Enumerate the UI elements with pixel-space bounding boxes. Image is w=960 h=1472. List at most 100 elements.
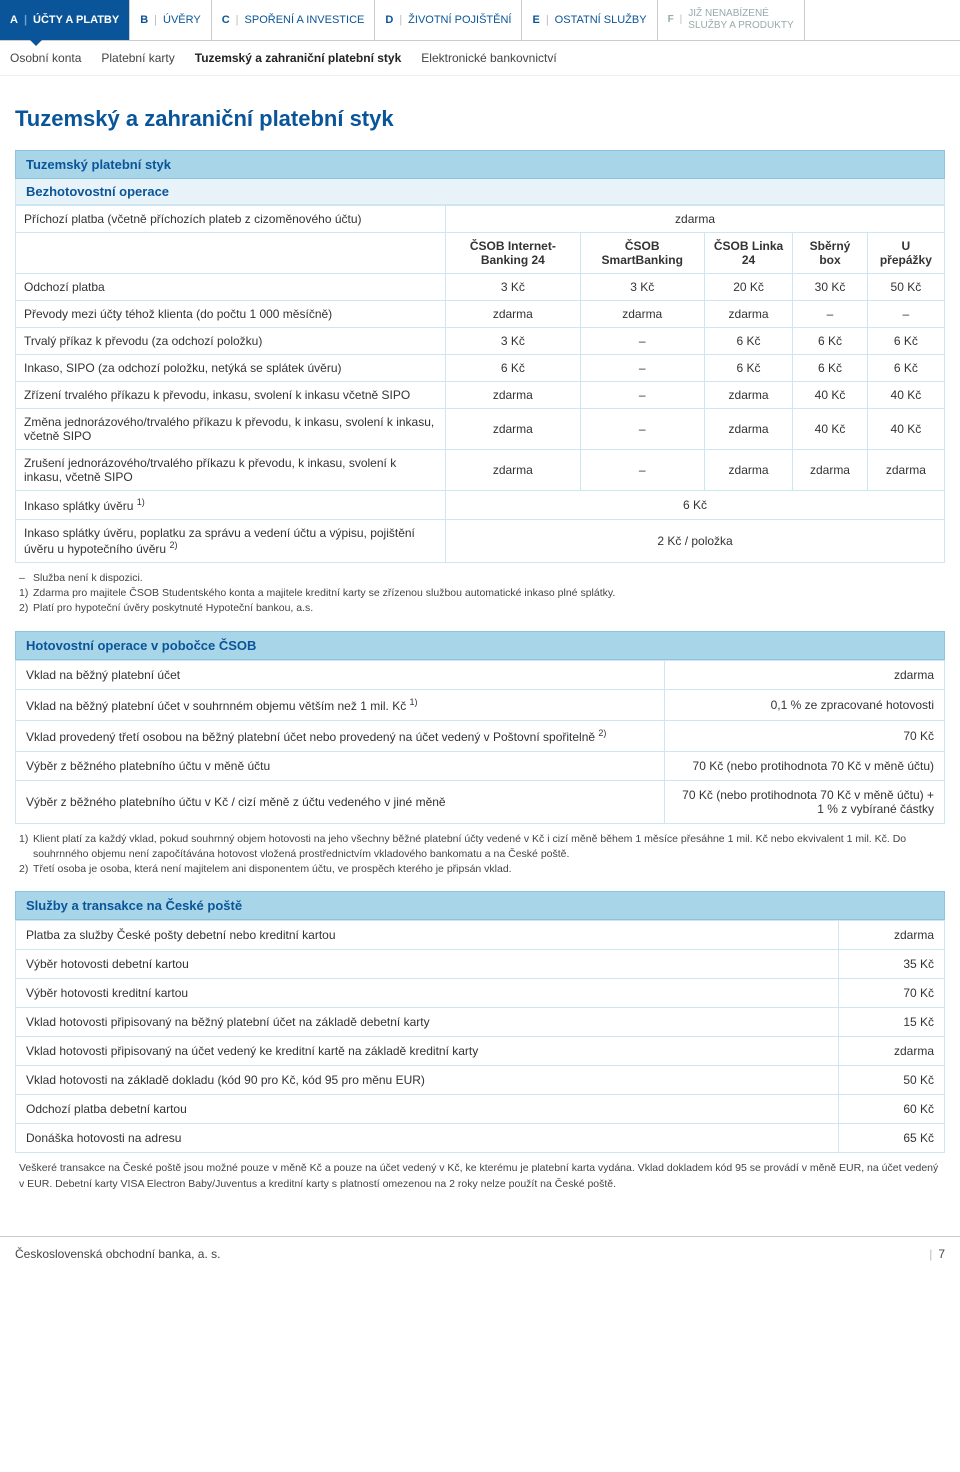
table-cell: zdarma [704,382,792,409]
table-cell: Vklad na běžný platební účet v souhrnném… [16,689,665,720]
subtab[interactable]: Elektronické bankovnictví [421,51,556,65]
table-cell: 40 Kč [867,409,944,450]
table-cell: – [580,450,704,491]
table-cell: 50 Kč [838,1066,944,1095]
table-cell: zdarma [446,450,581,491]
table-cell: – [580,355,704,382]
table-cell: 0,1 % ze zpracované hotovosti [664,689,944,720]
table-cell: – [580,382,704,409]
table-header: U přepážky [867,233,944,274]
hotovostni-table: Vklad na běžný platební účetzdarmaVklad … [15,660,945,824]
section-tuzemsky-header: Tuzemský platební styk [15,150,945,179]
table-cell: 35 Kč [838,950,944,979]
table-cell: 6 Kč [446,355,581,382]
table-cell: 6 Kč [867,355,944,382]
section2-notes: 1)Klient platí za každý vklad, pokud sou… [15,824,945,892]
table-cell: Vklad hotovosti na základě dokladu (kód … [16,1066,839,1095]
table-cell: 6 Kč [704,355,792,382]
bezhotovostni-table: Příchozí platba (včetně příchozích plate… [15,205,945,563]
tab-f[interactable]: F|JIŽ NENABÍZENÉ SLUŽBY A PRODUKTY [658,0,805,40]
table-cell: Donáška hotovosti na adresu [16,1124,839,1153]
table-cell: Výběr z běžného platebního účtu v měně ú… [16,751,665,780]
tab-b[interactable]: B|ÚVĚRY [130,0,212,40]
table-cell: 6 Kč [446,491,945,520]
table-cell: Odchozí platba [16,274,446,301]
page-footer: Československá obchodní banka, a. s. |7 [0,1236,960,1271]
table-cell: 70 Kč [664,720,944,751]
subtab[interactable]: Tuzemský a zahraniční platební styk [195,51,402,65]
section-ceska-posta-header: Služby a transakce na České poště [15,891,945,920]
subtab[interactable]: Platební karty [101,51,174,65]
table-cell: 30 Kč [793,274,868,301]
table-cell: zdarma [793,450,868,491]
tab-a[interactable]: A|ÚČTY A PLATBY [0,0,130,40]
table-cell: Trvalý příkaz k převodu (za odchozí polo… [16,328,446,355]
page-title: Tuzemský a zahraniční platební styk [15,106,945,132]
tab-e[interactable]: E|OSTATNÍ SLUŽBY [522,0,657,40]
table-cell: – [580,409,704,450]
tab-c[interactable]: C|SPOŘENÍ A INVESTICE [212,0,376,40]
table-cell: 3 Kč [580,274,704,301]
table-cell: Převody mezi účty téhož klienta (do počt… [16,301,446,328]
table-cell: – [867,301,944,328]
ceska-posta-table: Platba za služby České pošty debetní neb… [15,920,945,1153]
table-cell: zdarma [446,409,581,450]
table-cell: 2 Kč / položka [446,520,945,563]
footer-company: Československá obchodní banka, a. s. [15,1247,220,1261]
table-cell: 65 Kč [838,1124,944,1153]
table-cell: zdarma [704,301,792,328]
table-cell: 15 Kč [838,1008,944,1037]
table-cell: 6 Kč [793,355,868,382]
table-cell: zdarma [446,301,581,328]
table-cell: Vklad provedený třetí osobou na běžný pl… [16,720,665,751]
table-cell: zdarma [580,301,704,328]
table-cell: Vklad hotovosti připisovaný na běžný pla… [16,1008,839,1037]
note-line: 2)Platí pro hypoteční úvěry poskytnuté H… [19,601,941,616]
note-line: 1)Klient platí za každý vklad, pokud sou… [19,832,941,862]
table-cell: 70 Kč (nebo protihodnota 70 Kč v měně úč… [664,780,944,823]
table-cell: Výběr hotovosti debetní kartou [16,950,839,979]
table-cell: Platba za služby České pošty debetní neb… [16,921,839,950]
table-cell: Příchozí platba (včetně příchozích plate… [16,206,446,233]
footer-page: |7 [923,1247,945,1261]
section3-footnote: Veškeré transakce na České poště jsou mo… [15,1153,945,1205]
table-cell: zdarma [838,1037,944,1066]
table-cell: zdarma [446,382,581,409]
table-cell: 3 Kč [446,274,581,301]
table-cell: 3 Kč [446,328,581,355]
sub-tabs: Osobní konta Platební karty Tuzemský a zah… [0,41,960,76]
table-header: ČSOB Linka 24 [704,233,792,274]
table-header: Sběrný box [793,233,868,274]
table-cell: zdarma [838,921,944,950]
table-cell: 70 Kč [838,979,944,1008]
table-cell: Zřízení trvalého příkazu k převodu, inka… [16,382,446,409]
table-cell: 6 Kč [867,328,944,355]
table-header [16,233,446,274]
note-line: 2)Třetí osoba je osoba, která není majit… [19,862,941,877]
table-cell: 50 Kč [867,274,944,301]
table-cell: Změna jednorázového/trvalého příkazu k p… [16,409,446,450]
note-line: –Služba není k dispozici. [19,571,941,586]
table-cell: – [793,301,868,328]
section-bezhotovostni-header: Bezhotovostní operace [15,179,945,205]
section-hotovostni-header: Hotovostní operace v pobočce ČSOB [15,631,945,660]
table-cell: zdarma [704,450,792,491]
table-cell: – [580,328,704,355]
table-cell: zdarma [446,206,945,233]
table-cell: 20 Kč [704,274,792,301]
table-cell: 70 Kč (nebo protihodnota 70 Kč v měně úč… [664,751,944,780]
table-header: ČSOB Internet-Banking 24 [446,233,581,274]
table-cell: Inkaso splátky úvěru 1) [16,491,446,520]
table-cell: 60 Kč [838,1095,944,1124]
table-cell: Výběr z běžného platebního účtu v Kč / c… [16,780,665,823]
table-cell: Vklad hotovosti připisovaný na účet vede… [16,1037,839,1066]
tab-d[interactable]: D|ŽIVOTNÍ POJIŠTĚNÍ [375,0,522,40]
table-cell: Vklad na běžný platební účet [16,660,665,689]
table-cell: zdarma [664,660,944,689]
table-header: ČSOB SmartBanking [580,233,704,274]
table-cell: 40 Kč [793,382,868,409]
table-cell: Inkaso, SIPO (za odchozí položku, netýká… [16,355,446,382]
table-cell: zdarma [704,409,792,450]
subtab[interactable]: Osobní konta [10,51,81,65]
table-cell: 6 Kč [793,328,868,355]
